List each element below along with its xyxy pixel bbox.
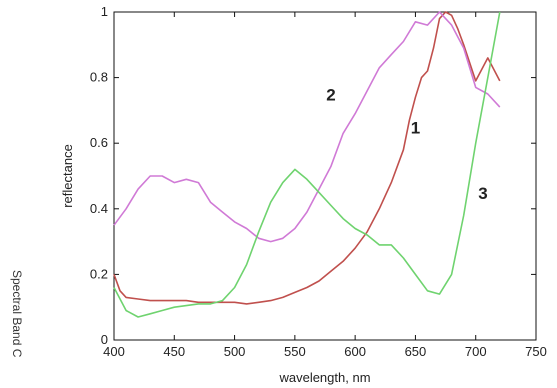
curve-label-3: 3 — [478, 184, 487, 203]
series-line-3 — [113, 11, 501, 318]
plot-frame — [113, 11, 537, 341]
x-axis-ticks: 400 450 500 550 600 650 700 750 — [103, 12, 547, 359]
curve-label-2: 2 — [326, 86, 335, 105]
y-tick-label: 0 — [101, 332, 108, 347]
y-tick-label: 0.4 — [90, 201, 108, 216]
x-tick-label: 500 — [224, 344, 246, 359]
side-caption: Spectral Band C — [10, 270, 24, 358]
x-tick-label: 550 — [284, 344, 306, 359]
series-layer — [113, 11, 501, 318]
series-line-2 — [113, 11, 501, 243]
y-tick-label: 0.2 — [90, 266, 108, 281]
y-tick-label: 0.6 — [90, 135, 108, 150]
y-axis-ticks: 0 0.2 0.4 0.6 0.8 1 — [90, 4, 536, 347]
x-tick-label: 750 — [525, 344, 547, 359]
x-tick-label: 700 — [465, 344, 487, 359]
x-tick-label: 400 — [103, 344, 125, 359]
curve-labels: 2 1 3 — [326, 86, 487, 203]
curve-label-1: 1 — [411, 118, 420, 137]
y-tick-label: 0.8 — [90, 70, 108, 85]
series-line-1 — [113, 11, 501, 305]
y-tick-label: 1 — [101, 4, 108, 19]
x-tick-label: 650 — [405, 344, 427, 359]
x-tick-label: 600 — [344, 344, 366, 359]
x-axis-label: wavelength, nm — [278, 370, 370, 385]
y-axis-label: reflectance — [60, 144, 75, 208]
x-tick-label: 450 — [163, 344, 185, 359]
